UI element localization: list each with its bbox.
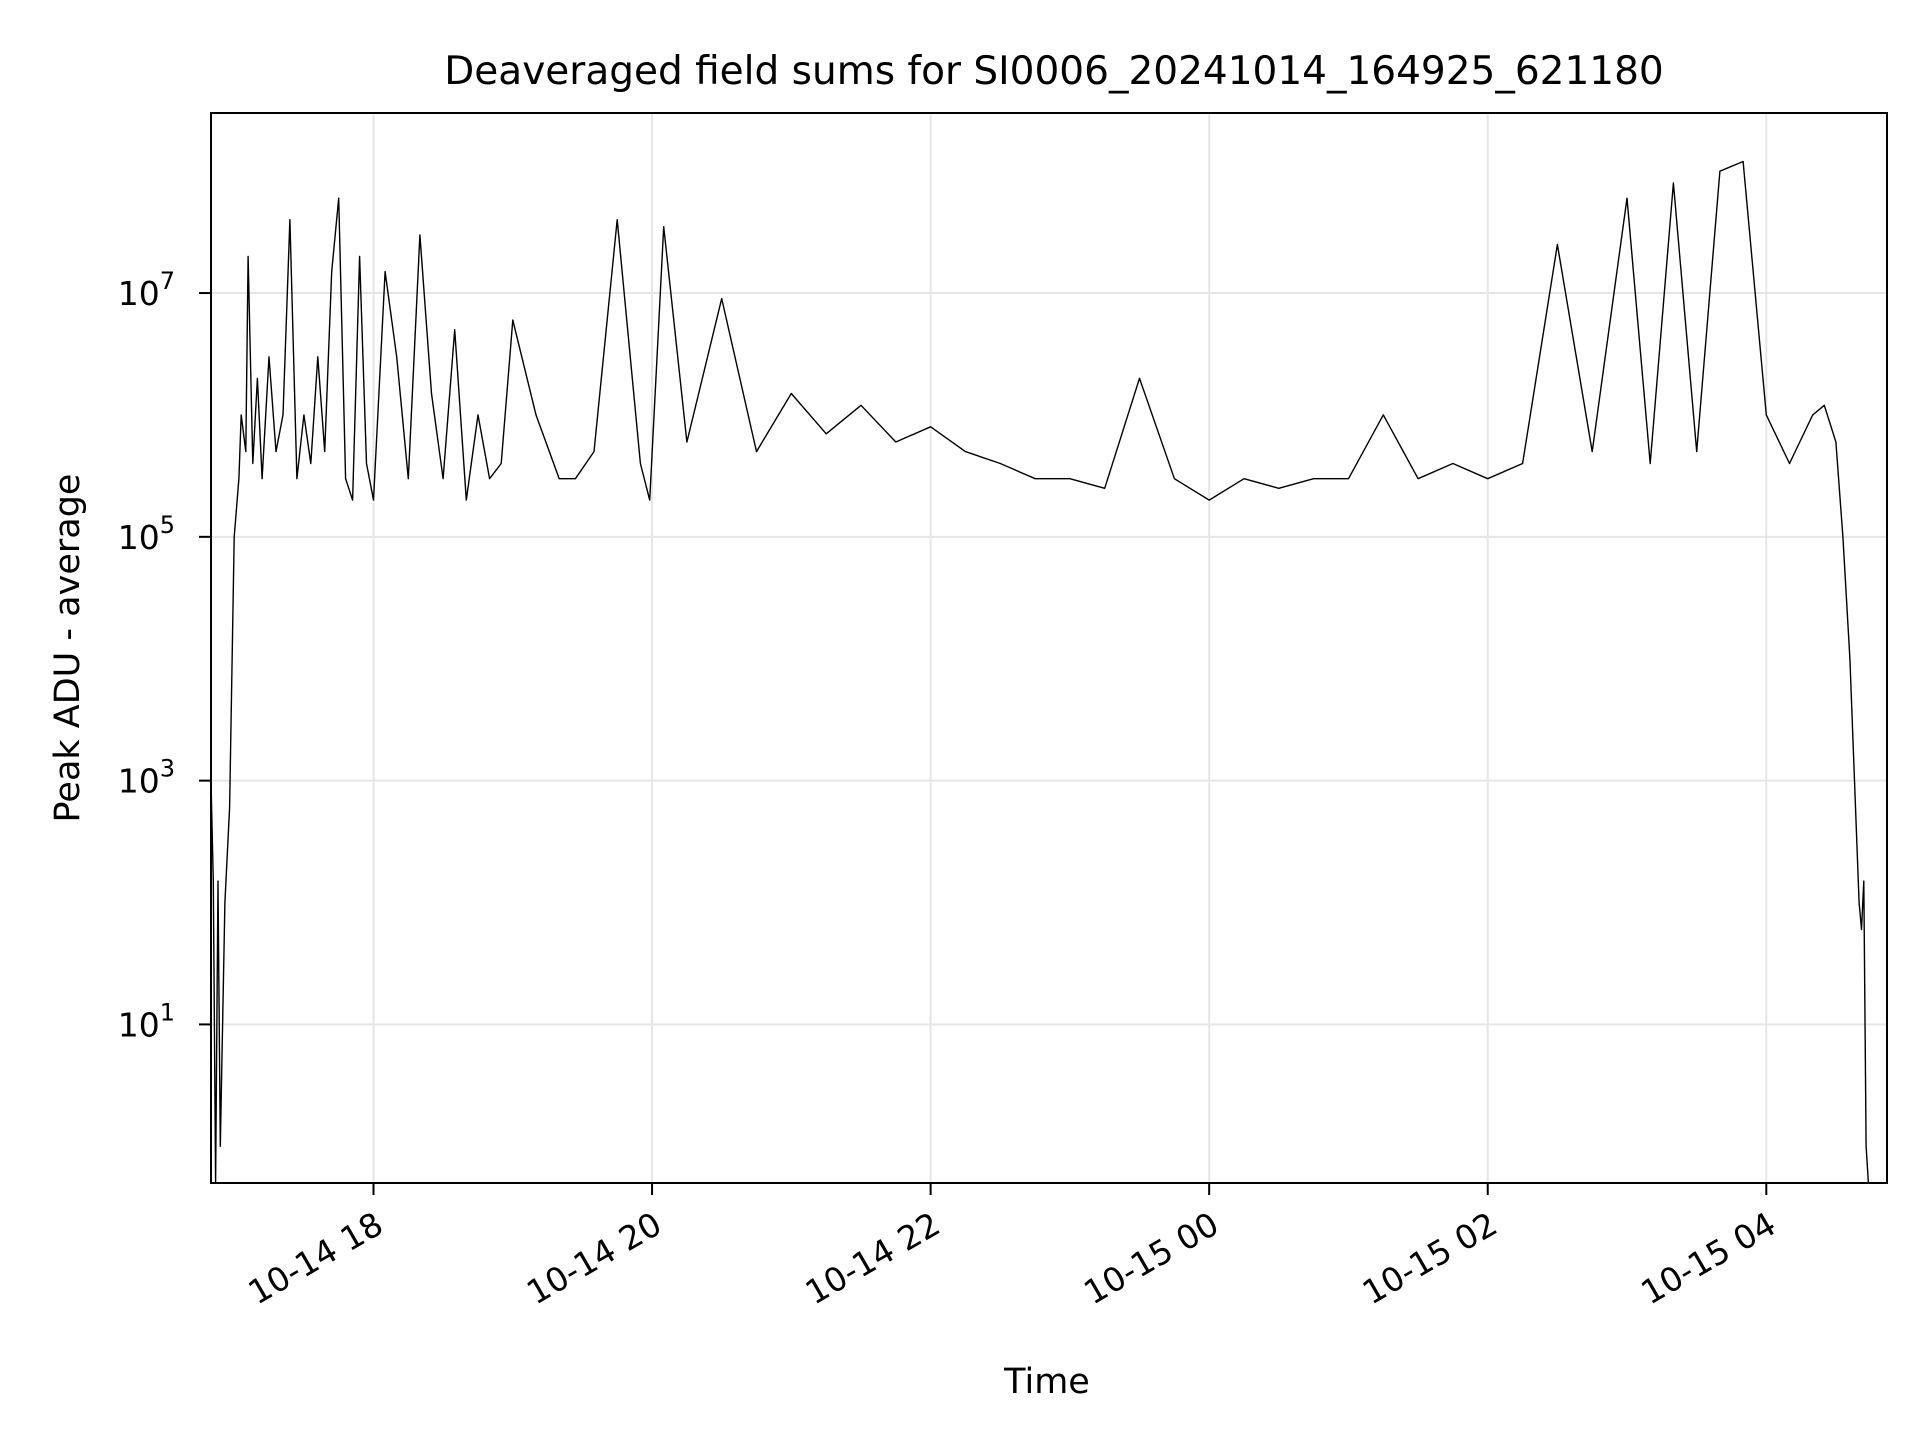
grid-lines	[211, 113, 1887, 1183]
y-tick-label: 103	[118, 755, 175, 801]
series-group	[210, 160, 1871, 1184]
y-tick-label: 105	[118, 511, 175, 557]
y-tick-label: 101	[118, 998, 175, 1044]
plot-frame	[210, 112, 1888, 1184]
chart-title: Deaveraged field sums for SI0006_2024101…	[444, 49, 1663, 94]
x-axis-label: Time	[1003, 1362, 1090, 1402]
series-line	[210, 160, 1871, 1184]
y-axis-label: Peak ADU - average	[48, 474, 88, 823]
y-axis-ticks: 101 103 105 107	[118, 267, 211, 1044]
y-tick-label: 107	[118, 267, 175, 313]
